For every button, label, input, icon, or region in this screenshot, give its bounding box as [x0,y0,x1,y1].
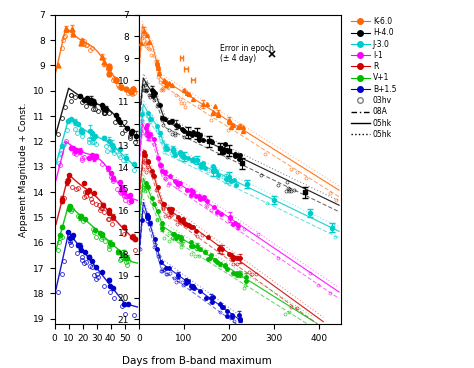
Text: Error in epoch
(± 4 day): Error in epoch (± 4 day) [220,44,273,64]
Legend: K-6.0, H-4.0, J-3.0, I-1, R, V+1, B+1.5, 03hv, 08A, 05hk, 05hk: K-6.0, H-4.0, J-3.0, I-1, R, V+1, B+1.5,… [349,15,398,141]
Y-axis label: Apparent Magnitude + Const.: Apparent Magnitude + Const. [19,102,28,237]
Text: Days from B-band maximum: Days from B-band maximum [122,356,272,366]
